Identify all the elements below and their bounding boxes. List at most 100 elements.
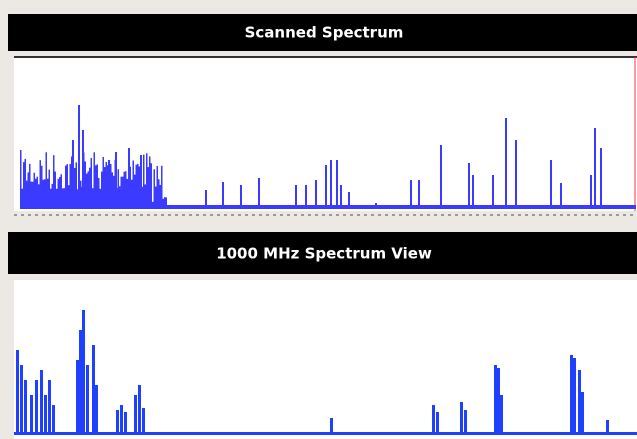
trace-line	[72, 140, 74, 209]
trace-line	[125, 171, 127, 209]
trace-line	[27, 172, 29, 209]
trace-line	[138, 166, 140, 209]
trace-line	[295, 185, 297, 209]
trace-line	[59, 177, 61, 209]
trace-line	[35, 380, 38, 435]
trace-line	[62, 188, 64, 209]
trace-line	[581, 392, 584, 435]
trace-line	[497, 368, 500, 435]
trace-line	[86, 365, 89, 435]
trace-line	[116, 410, 119, 435]
trace-line	[68, 185, 70, 209]
trace-line	[87, 171, 89, 209]
trace-line	[128, 148, 130, 209]
trace-line	[26, 180, 28, 209]
trace-line	[74, 167, 76, 209]
trace-line	[77, 189, 79, 209]
title-bar	[8, 232, 637, 274]
trace-line	[161, 165, 163, 209]
trace-line	[578, 370, 581, 435]
trace-line	[86, 173, 88, 209]
view-trace	[14, 310, 637, 435]
trace-line	[95, 385, 98, 435]
trace-line	[115, 152, 117, 209]
trace-line	[119, 186, 121, 209]
trace-line	[36, 176, 38, 209]
title-bar	[8, 14, 637, 51]
trace-line	[153, 169, 155, 209]
trace-line	[348, 192, 350, 209]
trace-line	[124, 412, 127, 435]
trace-line	[78, 105, 80, 209]
trace-line	[104, 167, 106, 209]
trace-line	[96, 164, 98, 209]
trace-line	[159, 184, 161, 209]
trace-line	[44, 395, 47, 435]
trace-line	[123, 171, 125, 209]
trace-line	[82, 130, 84, 209]
trace-line	[44, 179, 46, 209]
trace-line	[45, 152, 47, 209]
trace-line	[38, 184, 40, 209]
trace-line	[80, 180, 82, 209]
trace-line	[340, 185, 342, 209]
trace-line	[164, 197, 166, 209]
trace-line	[135, 164, 137, 209]
trace-line	[500, 395, 503, 435]
trace-line	[515, 140, 517, 209]
trace-line	[166, 205, 636, 209]
scanned-trace	[20, 105, 636, 209]
trace-line	[95, 165, 97, 209]
trace-line	[464, 410, 467, 435]
trace-line	[48, 169, 50, 209]
trace-line	[24, 158, 26, 209]
trace-line	[550, 160, 552, 209]
trace-line	[82, 310, 85, 435]
trace-line	[120, 405, 123, 435]
trace-line	[126, 178, 128, 209]
trace-line	[29, 163, 31, 209]
trace-line	[134, 174, 136, 209]
trace-line	[89, 167, 91, 209]
trace-line	[147, 167, 149, 209]
trace-line	[98, 177, 100, 209]
trace-line	[590, 175, 592, 209]
trace-line	[330, 418, 333, 435]
trace-line	[20, 150, 22, 209]
trace-line	[40, 370, 43, 435]
trace-line	[113, 175, 115, 209]
trace-line	[494, 365, 497, 435]
trace-line	[90, 158, 92, 209]
trace-line	[79, 330, 82, 435]
trace-line	[472, 175, 474, 209]
trace-line	[205, 190, 207, 209]
trace-line	[436, 412, 439, 435]
trace-line	[138, 385, 141, 435]
trace-line	[240, 185, 242, 209]
trace-line	[460, 402, 463, 435]
trace-line	[51, 183, 53, 209]
trace-line	[42, 179, 44, 209]
trace-line	[33, 172, 35, 209]
trace-line	[560, 183, 562, 209]
trace-line	[102, 156, 104, 209]
trace-line	[146, 153, 148, 209]
trace-line	[150, 163, 152, 209]
trace-line	[570, 355, 573, 435]
trace-line	[156, 166, 158, 209]
trace-line	[375, 203, 377, 209]
trace-line	[92, 345, 95, 435]
trace-line	[71, 156, 73, 209]
trace-line	[122, 176, 124, 209]
trace-line	[108, 160, 110, 209]
trace-line	[141, 186, 143, 209]
trace-line	[305, 185, 307, 209]
trace-line	[75, 162, 77, 209]
trace-line	[573, 358, 576, 435]
trace-line	[315, 180, 317, 209]
trace-line	[143, 154, 145, 209]
trace-line	[35, 178, 37, 209]
trace-line	[432, 405, 435, 435]
trace-line	[158, 179, 160, 209]
